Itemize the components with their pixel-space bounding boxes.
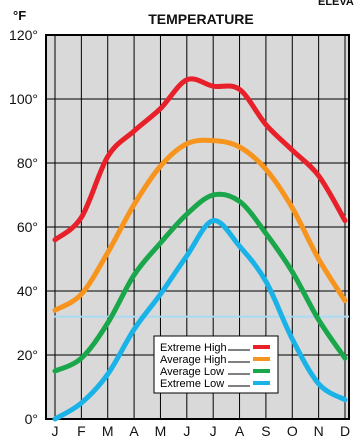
x-tick-label: M <box>102 423 114 439</box>
x-tick-label: J <box>52 423 59 439</box>
legend-label: Average High <box>160 354 226 366</box>
y-tick-labels: 0° 20° 40° 60° 80° 100° 120° <box>9 27 38 427</box>
y-tick-label: 60° <box>17 219 38 235</box>
series-line-average-low <box>52 191 348 374</box>
series-line-extreme-high <box>52 76 348 243</box>
chart-title: TEMPERATURE <box>148 11 254 27</box>
x-tick-label: J <box>210 423 217 439</box>
y-unit-label: °F <box>13 8 26 23</box>
x-tick-label: F <box>77 423 86 439</box>
x-tick-label: A <box>129 423 139 439</box>
x-tick-label: O <box>287 423 298 439</box>
legend-label: Extreme Low <box>160 378 224 390</box>
series-line-extreme-low <box>52 218 348 422</box>
series-lines <box>52 76 348 422</box>
x-tick-label: M <box>155 423 167 439</box>
legend-label: Average Low <box>160 366 224 378</box>
legend-label: Extreme High <box>160 342 227 354</box>
y-tick-label: 0° <box>25 411 38 427</box>
corner-label: ELEVA <box>318 0 354 8</box>
y-tick-label: 20° <box>17 347 38 363</box>
y-tick-label: 100° <box>9 91 38 107</box>
series-line-average-high <box>52 137 348 313</box>
x-tick-label: A <box>235 423 245 439</box>
x-tick-label: J <box>183 423 190 439</box>
y-tick-label: 120° <box>9 27 38 43</box>
x-tick-label: D <box>340 423 350 439</box>
x-tick-label: N <box>314 423 324 439</box>
y-tick-label: 80° <box>17 155 38 171</box>
x-tick-label: S <box>261 423 270 439</box>
y-tick-label: 40° <box>17 283 38 299</box>
